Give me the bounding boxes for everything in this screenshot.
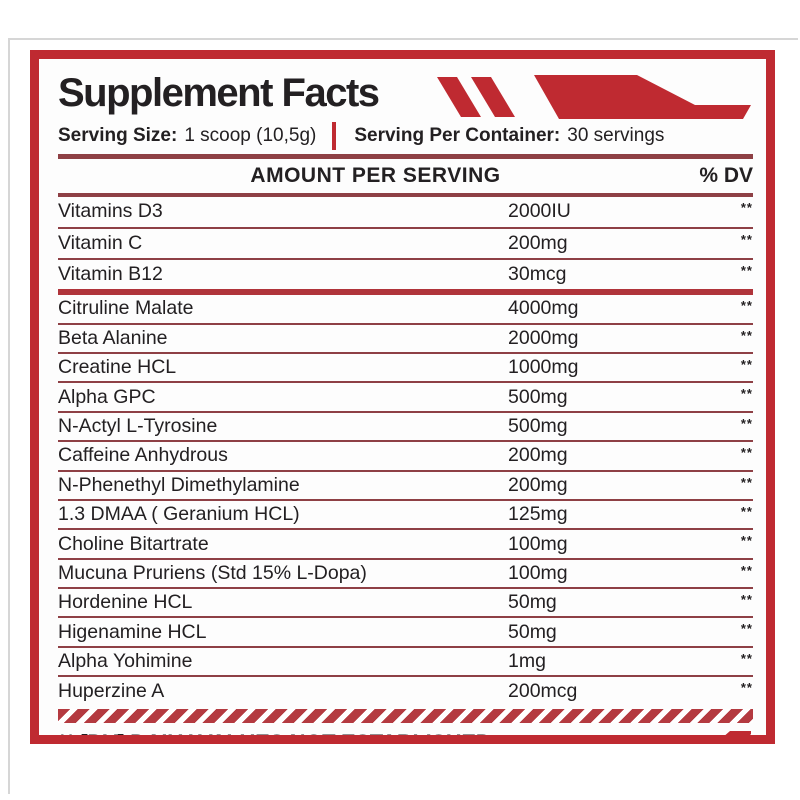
table-row: Creatine HCL 1000mg ** [58, 354, 753, 384]
table-row: Vitamin B12 30mcg ** [58, 260, 753, 296]
ingredient-dv: ** [740, 263, 753, 279]
title-row: Supplement Facts [58, 65, 753, 121]
ingredient-name: Hordenine HCL [58, 591, 193, 614]
supplement-facts-panel: Supplement Facts Serving Size: 1 scoop (… [30, 50, 775, 744]
ingredient-name: 1.3 DMAA ( Geranium HCL) [58, 503, 300, 526]
ingredient-amount: 2000IU [508, 200, 571, 223]
ingredient-amount: 200mg [508, 231, 568, 254]
ingredient-amount: 50mg [508, 591, 557, 614]
servings-per-container-value: 30 servings [567, 124, 665, 146]
servings-per-container-label: Serving Per Container: [354, 124, 561, 146]
ingredient-dv: ** [740, 680, 753, 696]
table-row: N-Phenethyl Dimethylamine 200mg ** [58, 472, 753, 501]
ingredient-dv: ** [740, 562, 753, 578]
ingredient-dv: ** [740, 231, 753, 247]
ingredient-name: Vitamin C [58, 231, 143, 254]
table-row: Citruline Malate 4000mg ** [58, 295, 753, 325]
ingredient-name: Choline Bitartrate [58, 532, 209, 555]
serving-divider [332, 121, 337, 150]
table-row: 1.3 DMAA ( Geranium HCL) 125mg ** [58, 501, 753, 531]
ingredient-amount: 200mcg [508, 680, 578, 703]
ingredient-name: Higenamine HCL [58, 620, 207, 643]
ingredient-name: Alpha Yohimine [58, 650, 193, 673]
table-row: Choline Bitartrate 100mg ** [58, 530, 753, 560]
header-rule [58, 154, 753, 159]
table-row: Hordenine HCL 50mg ** [58, 589, 753, 619]
ingredient-amount: 1mg [508, 650, 546, 673]
ingredient-amount: 500mg [508, 414, 568, 437]
table-row: Caffeine Anhydrous 200mg ** [58, 442, 753, 472]
ingredient-amount: 200mg [508, 444, 568, 467]
daily-values-footnote: ** [DV] DAILY VALUES NOT ESTABLISHED [58, 729, 492, 744]
ingredient-rows: Vitamins D3 2000IU ** Vitamin C 200mg **… [58, 197, 753, 707]
table-row: Huperzine A 200mcg ** [58, 677, 753, 706]
table-row: Higenamine HCL 50mg ** [58, 618, 753, 648]
ingredient-name: N-Phenethyl Dimethylamine [58, 473, 300, 496]
ingredient-dv: ** [740, 200, 753, 215]
ingredient-name: Citruline Malate [58, 297, 194, 320]
ingredient-dv: ** [740, 445, 753, 461]
ingredient-amount: 1000mg [508, 356, 579, 379]
ingredient-dv: ** [740, 621, 753, 637]
ingredient-amount: 50mg [508, 620, 557, 643]
amount-per-serving-header: AMOUNT PER SERVING [250, 164, 501, 187]
table-row: Vitamins D3 2000IU ** [58, 197, 753, 229]
table-row: Beta Alanine 2000mg ** [58, 325, 753, 354]
ingredient-dv: ** [740, 327, 753, 343]
serving-size-label: Serving Size: [58, 124, 178, 146]
photo-edge-left [8, 38, 10, 794]
serving-info-row: Serving Size: 1 scoop (10,5g) Serving Pe… [58, 121, 753, 150]
ingredient-amount: 125mg [508, 503, 568, 526]
footnote-row: ** [DV] DAILY VALUES NOT ESTABLISHED [58, 723, 753, 744]
ingredient-name: Alpha GPC [58, 385, 156, 408]
ingredient-dv: ** [740, 503, 753, 519]
ingredient-dv: ** [740, 474, 753, 490]
speed-stripes-icon [437, 75, 751, 119]
ingredient-dv: ** [740, 650, 753, 666]
table-row: N-Actyl L-Tyrosine 500mg ** [58, 413, 753, 443]
step-line-icon [725, 730, 751, 735]
ingredient-amount: 100mg [508, 561, 568, 584]
ingredient-amount: 200mg [508, 473, 568, 496]
ingredient-dv: ** [740, 386, 753, 402]
ingredient-name: Huperzine A [58, 680, 165, 703]
photo-edge-top [8, 38, 798, 40]
ingredient-name: Vitamins D3 [58, 200, 163, 223]
percent-dv-header: % DV [699, 164, 753, 187]
ingredient-name: Creatine HCL [58, 356, 177, 379]
ingredient-name: N-Actyl L-Tyrosine [58, 414, 218, 437]
ingredient-name: Vitamin B12 [58, 263, 163, 286]
ingredient-dv: ** [740, 415, 753, 431]
table-row: Alpha GPC 500mg ** [58, 383, 753, 413]
ingredient-amount: 100mg [508, 532, 568, 555]
ingredient-amount: 500mg [508, 385, 568, 408]
hazard-stripe-band [58, 708, 753, 723]
table-header: AMOUNT PER SERVING % DV [58, 159, 753, 197]
ingredient-dv: ** [740, 298, 753, 314]
ingredient-dv: ** [740, 533, 753, 549]
ingredient-name: Caffeine Anhydrous [58, 444, 228, 467]
panel-title: Supplement Facts [58, 71, 380, 115]
ingredient-dv: ** [740, 356, 753, 372]
ingredient-name: Beta Alanine [58, 326, 168, 349]
serving-size-value: 1 scoop (10,5g) [184, 124, 317, 146]
ingredient-dv: ** [740, 592, 753, 608]
table-row: Alpha Yohimine 1mg ** [58, 648, 753, 678]
ingredient-name: Mucuna Pruriens (Std 15% L-Dopa) [58, 561, 367, 584]
table-row: Vitamin C 200mg ** [58, 229, 753, 261]
table-row: Mucuna Pruriens (Std 15% L-Dopa) 100mg *… [58, 560, 753, 590]
ingredient-amount: 4000mg [508, 297, 579, 320]
ingredient-amount: 30mcg [508, 263, 567, 286]
ingredient-amount: 2000mg [508, 326, 579, 349]
